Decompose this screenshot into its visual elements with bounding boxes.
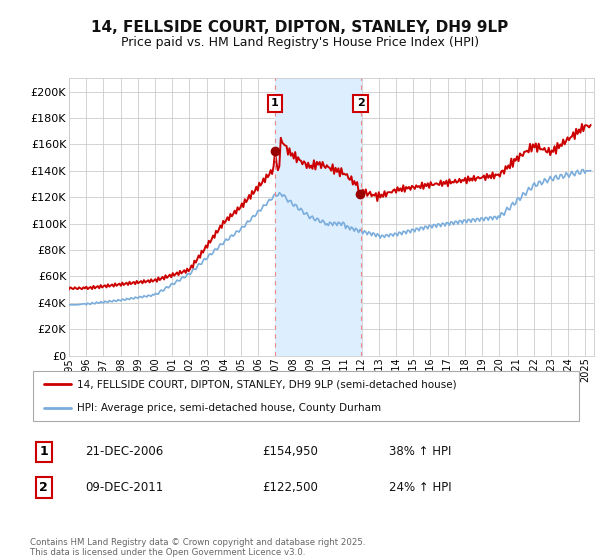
Text: 2: 2 <box>357 99 364 109</box>
Text: 09-DEC-2011: 09-DEC-2011 <box>85 481 163 494</box>
Text: 38% ↑ HPI: 38% ↑ HPI <box>389 445 451 458</box>
Text: Contains HM Land Registry data © Crown copyright and database right 2025.
This d: Contains HM Land Registry data © Crown c… <box>30 538 365 557</box>
Text: 1: 1 <box>271 99 279 109</box>
Text: 21-DEC-2006: 21-DEC-2006 <box>85 445 163 458</box>
Text: 14, FELLSIDE COURT, DIPTON, STANLEY, DH9 9LP: 14, FELLSIDE COURT, DIPTON, STANLEY, DH9… <box>91 20 509 35</box>
FancyBboxPatch shape <box>33 371 579 421</box>
Text: 1: 1 <box>40 445 48 458</box>
Text: 2: 2 <box>40 481 48 494</box>
Text: 24% ↑ HPI: 24% ↑ HPI <box>389 481 451 494</box>
Text: £122,500: £122,500 <box>262 481 318 494</box>
Text: HPI: Average price, semi-detached house, County Durham: HPI: Average price, semi-detached house,… <box>77 403 381 413</box>
Text: Price paid vs. HM Land Registry's House Price Index (HPI): Price paid vs. HM Land Registry's House … <box>121 36 479 49</box>
Text: £154,950: £154,950 <box>262 445 318 458</box>
Bar <box>275 78 361 356</box>
Text: 14, FELLSIDE COURT, DIPTON, STANLEY, DH9 9LP (semi-detached house): 14, FELLSIDE COURT, DIPTON, STANLEY, DH9… <box>77 380 457 390</box>
